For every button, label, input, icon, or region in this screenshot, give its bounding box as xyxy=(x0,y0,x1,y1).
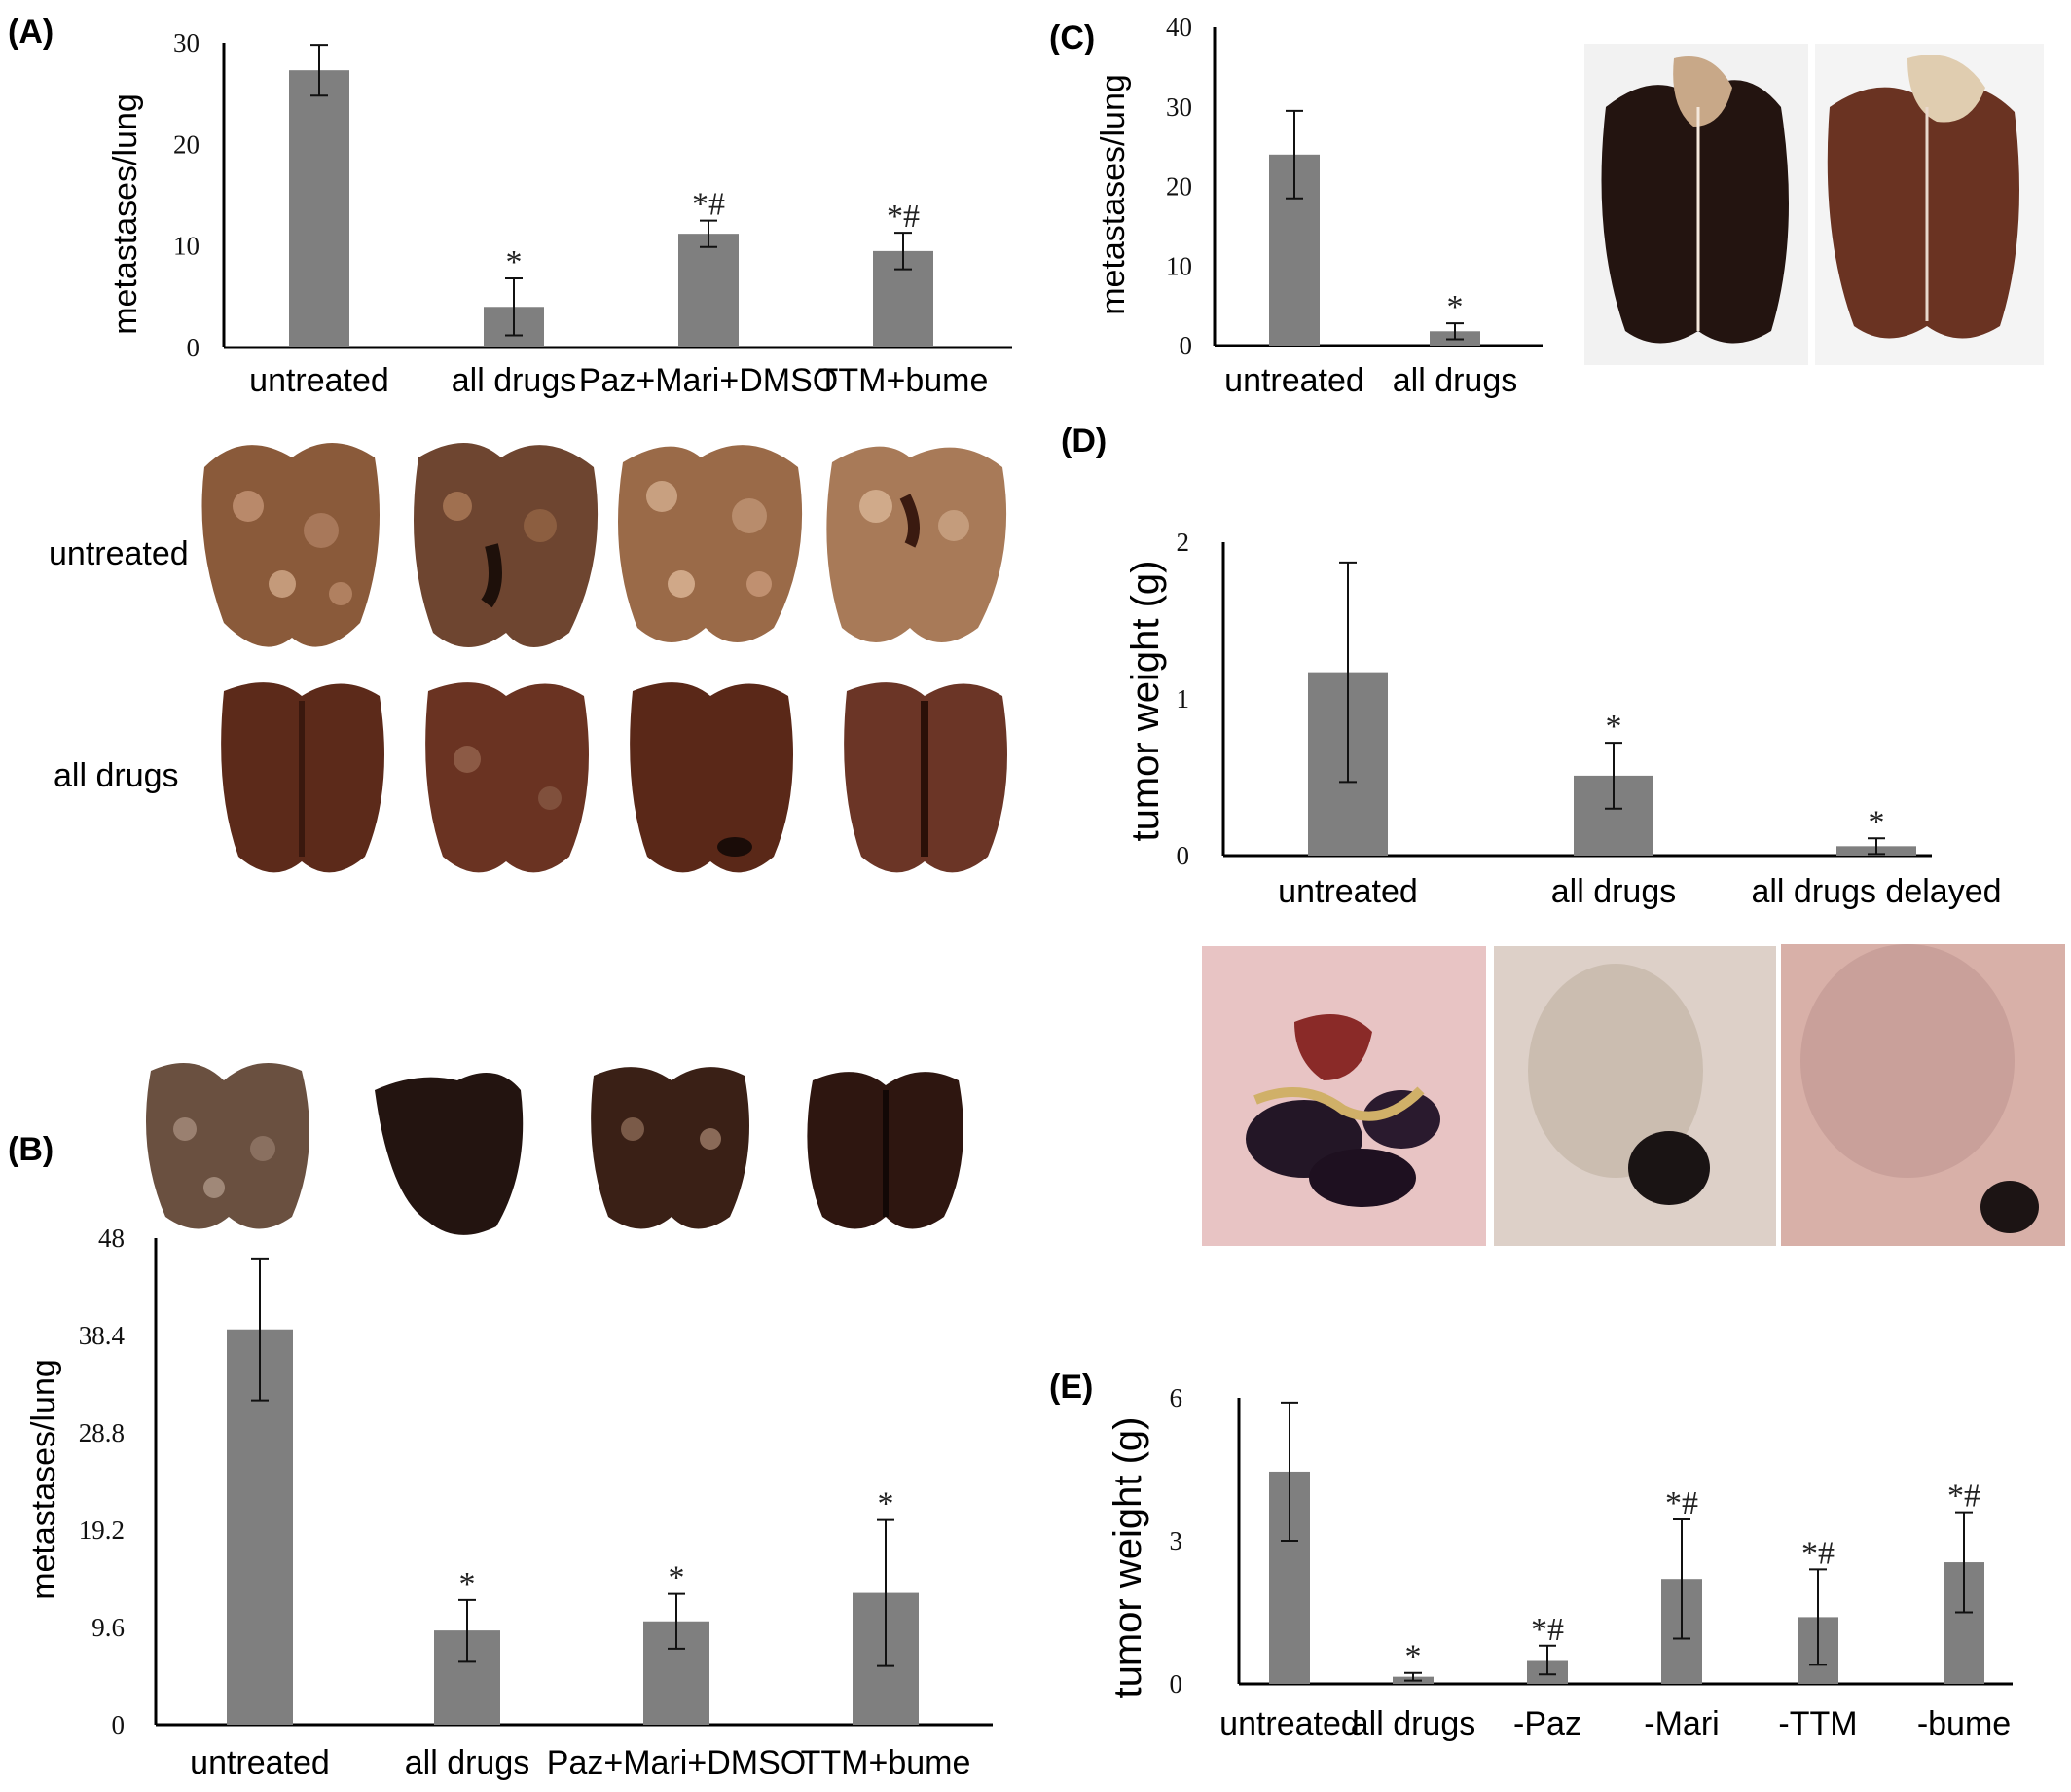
lung-photo-b-2 xyxy=(375,1073,524,1235)
chart-e: 0 3 6 tumor weight (g) untreated * all drugs *#… xyxy=(1107,1383,2013,1742)
y-tick-label: 40 xyxy=(1166,13,1192,42)
category-label: untreated xyxy=(1224,362,1364,399)
y-tick-label: 30 xyxy=(1166,92,1192,122)
lung-photo-a-alldrugs-1 xyxy=(221,682,384,873)
y-tick-label: 28.8 xyxy=(79,1418,125,1447)
category-label: all drugs xyxy=(1393,362,1518,399)
significance-marker: *# xyxy=(692,187,725,223)
significance-marker: * xyxy=(506,244,523,280)
chart-c: 0 10 20 30 40 metastases/lung untreated * all dr… xyxy=(1095,13,1543,399)
panel-label-d: (D) xyxy=(1061,422,1107,459)
category-label: TTM+bume xyxy=(801,1744,971,1781)
significance-marker: *# xyxy=(1665,1485,1698,1521)
y-axis-label: metastases/lung xyxy=(107,93,144,335)
y-tick-label: 3 xyxy=(1170,1526,1183,1555)
y-tick-label: 10 xyxy=(173,232,200,261)
category-label: Paz+Mari+DMSO xyxy=(579,362,838,399)
lung-photo-b-1 xyxy=(146,1063,309,1229)
y-tick-label: 0 xyxy=(187,333,200,362)
y-tick-label: 6 xyxy=(1170,1383,1183,1412)
y-tick-label: 30 xyxy=(173,28,200,57)
category-label: untreated xyxy=(1278,873,1418,910)
y-axis-label: tumor weight (g) xyxy=(1107,1417,1149,1699)
y-tick-label: 48 xyxy=(98,1224,125,1253)
lung-photo-c-1 xyxy=(1584,44,1808,365)
significance-marker: * xyxy=(1606,709,1622,745)
y-tick-label: 2 xyxy=(1177,528,1190,557)
chart-a: 0 10 20 30 metastases/lung untreated * all drug… xyxy=(107,28,1012,399)
significance-marker: *# xyxy=(1801,1535,1835,1571)
category-label: -Paz xyxy=(1513,1705,1581,1742)
significance-marker: *# xyxy=(1947,1479,1980,1515)
category-label: -Mari xyxy=(1644,1705,1719,1742)
significance-marker: * xyxy=(878,1486,894,1522)
significance-marker: *# xyxy=(1531,1612,1564,1648)
lung-photo-b-3 xyxy=(591,1067,749,1229)
lung-photo-a-untreated-1 xyxy=(201,443,380,647)
lung-photo-a-alldrugs-3 xyxy=(630,682,793,873)
category-label: all drugs delayed xyxy=(1751,873,2001,910)
bar-paz-mari-dmso xyxy=(678,234,739,347)
significance-marker: * xyxy=(459,1566,476,1602)
lung-photo-b-4 xyxy=(807,1072,963,1229)
lung-photo-a-untreated-4 xyxy=(826,446,1007,642)
y-tick-label: 20 xyxy=(173,129,200,159)
category-label: TTM+bume xyxy=(818,362,989,399)
y-tick-label: 20 xyxy=(1166,172,1192,201)
category-label: Paz+Mari+DMSO xyxy=(547,1744,806,1781)
category-label: all drugs xyxy=(405,1744,530,1781)
y-tick-label: 0 xyxy=(1180,331,1193,360)
y-axis-label: tumor weight (g) xyxy=(1124,561,1167,842)
y-axis-label: metastases/lung xyxy=(1095,74,1132,315)
category-label: untreated xyxy=(249,362,389,399)
category-label: all drugs xyxy=(1351,1705,1476,1742)
tissue-photo-d-1 xyxy=(1202,946,1486,1246)
category-label: -bume xyxy=(1917,1705,2011,1742)
panel-label-c: (C) xyxy=(1049,19,1095,56)
photo-row-label-untreated: untreated xyxy=(49,535,189,572)
panel-label-b: (B) xyxy=(8,1131,54,1168)
chart-d: 0 1 2 tumor weight (g) untreated * all drugs * a… xyxy=(1124,528,2002,910)
y-tick-label: 0 xyxy=(1177,841,1190,870)
y-tick-label: 0 xyxy=(1170,1669,1183,1699)
tissue-photo-d-2 xyxy=(1494,946,1776,1246)
category-label: all drugs xyxy=(1551,873,1677,910)
y-tick-label: 10 xyxy=(1166,251,1192,280)
significance-marker: * xyxy=(1405,1639,1422,1675)
bar-untreated xyxy=(289,70,349,348)
category-label: -TTM xyxy=(1778,1705,1857,1742)
y-tick-label: 19.2 xyxy=(79,1516,125,1545)
category-label: untreated xyxy=(1219,1705,1360,1742)
lung-photo-a-alldrugs-2 xyxy=(425,682,589,873)
lung-photo-c-2 xyxy=(1815,44,2044,365)
category-label: untreated xyxy=(190,1744,330,1781)
panel-label-a: (A) xyxy=(8,14,54,51)
panel-label-e: (E) xyxy=(1049,1369,1093,1406)
y-tick-label: 38.4 xyxy=(79,1321,126,1350)
lung-photo-a-alldrugs-4 xyxy=(844,682,1007,873)
tissue-photo-d-3 xyxy=(1781,944,2065,1246)
significance-marker: *# xyxy=(887,199,920,235)
lung-photo-a-untreated-2 xyxy=(414,443,599,647)
category-label: all drugs xyxy=(452,362,577,399)
chart-b: 0 9.6 19.2 28.8 38.4 48 metastases/lung untreat… xyxy=(25,1224,993,1781)
significance-marker: * xyxy=(1869,804,1885,840)
significance-marker: * xyxy=(669,1560,685,1596)
y-tick-label: 1 xyxy=(1177,684,1190,713)
significance-marker: * xyxy=(1447,289,1464,325)
y-tick-label: 0 xyxy=(112,1710,126,1739)
y-axis-label: metastases/lung xyxy=(25,1359,62,1600)
photo-row-label-all-drugs: all drugs xyxy=(54,757,179,794)
lung-photo-a-untreated-3 xyxy=(618,445,803,642)
y-tick-label: 9.6 xyxy=(91,1613,125,1642)
